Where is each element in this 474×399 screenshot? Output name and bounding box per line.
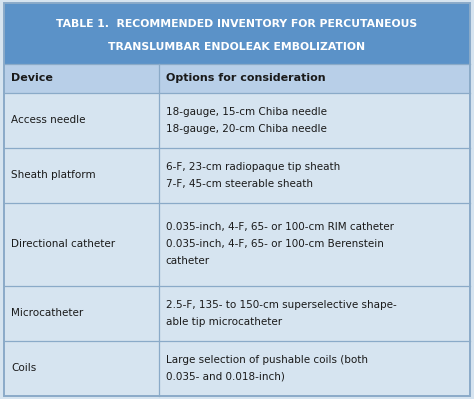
Bar <box>4 148 470 203</box>
Text: 0.035-inch, 4-F, 65- or 100-cm RIM catheter: 0.035-inch, 4-F, 65- or 100-cm RIM cathe… <box>166 222 394 232</box>
Text: 6-F, 23-cm radiopaque tip sheath: 6-F, 23-cm radiopaque tip sheath <box>166 162 340 172</box>
Text: 18-gauge, 20-cm Chiba needle: 18-gauge, 20-cm Chiba needle <box>166 124 327 134</box>
Text: 0.035- and 0.018-inch): 0.035- and 0.018-inch) <box>166 372 284 382</box>
Text: Device: Device <box>11 73 53 83</box>
Text: Access needle: Access needle <box>11 115 85 125</box>
Bar <box>4 203 470 286</box>
Text: Coils: Coils <box>11 363 36 373</box>
Text: catheter: catheter <box>166 256 210 267</box>
Text: TRANSLUMBAR ENDOLEAK EMBOLIZATION: TRANSLUMBAR ENDOLEAK EMBOLIZATION <box>109 42 365 52</box>
Text: Microcatheter: Microcatheter <box>11 308 83 318</box>
Bar <box>4 286 470 341</box>
Bar <box>4 64 470 93</box>
Text: 0.035-inch, 4-F, 65- or 100-cm Berenstein: 0.035-inch, 4-F, 65- or 100-cm Berenstei… <box>166 239 383 249</box>
Text: Options for consideration: Options for consideration <box>166 73 325 83</box>
Bar <box>4 93 470 148</box>
Bar <box>4 3 470 64</box>
Text: 18-gauge, 15-cm Chiba needle: 18-gauge, 15-cm Chiba needle <box>166 107 327 117</box>
Text: 7-F, 45-cm steerable sheath: 7-F, 45-cm steerable sheath <box>166 179 313 189</box>
Bar <box>4 341 470 396</box>
Text: Sheath platform: Sheath platform <box>11 170 96 180</box>
Text: Directional catheter: Directional catheter <box>11 239 115 249</box>
Text: Large selection of pushable coils (both: Large selection of pushable coils (both <box>166 355 368 365</box>
Text: able tip microcatheter: able tip microcatheter <box>166 317 282 327</box>
Text: TABLE 1.  RECOMMENDED INVENTORY FOR PERCUTANEOUS: TABLE 1. RECOMMENDED INVENTORY FOR PERCU… <box>56 20 418 30</box>
Text: 2.5-F, 135- to 150-cm superselective shape-: 2.5-F, 135- to 150-cm superselective sha… <box>166 300 397 310</box>
